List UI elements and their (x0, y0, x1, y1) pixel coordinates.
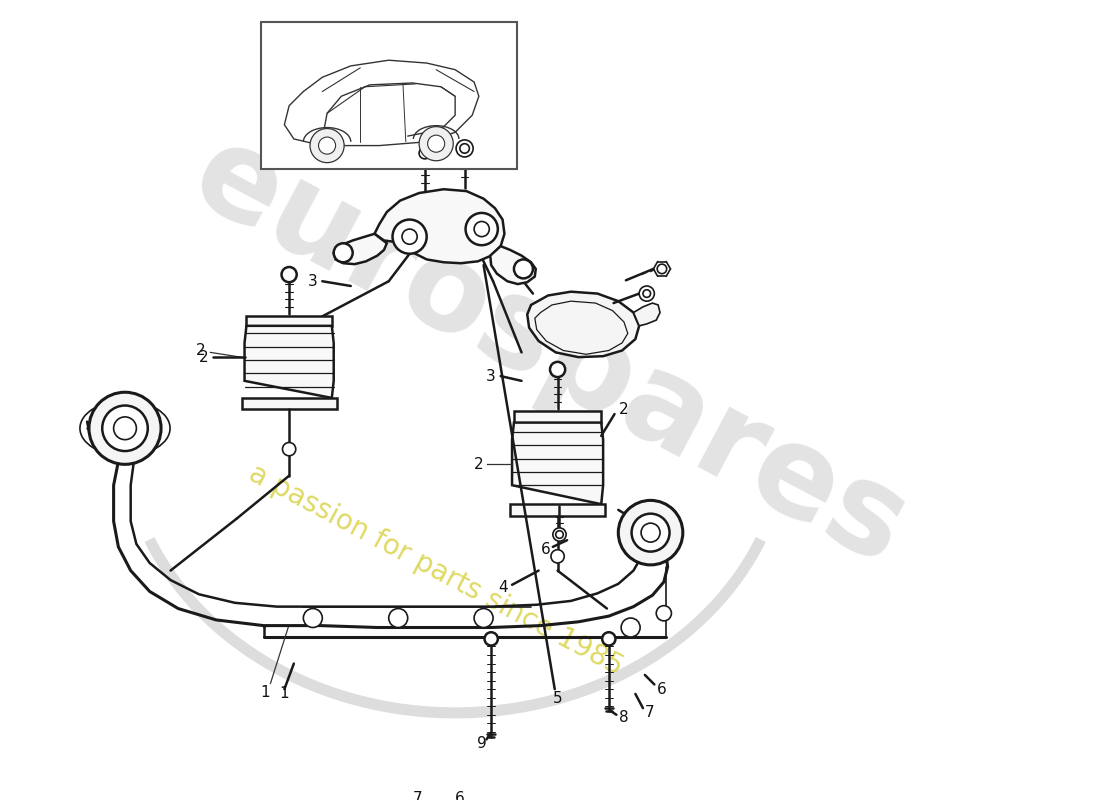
Circle shape (474, 222, 490, 237)
Text: 3: 3 (308, 274, 318, 289)
Text: 6: 6 (540, 542, 550, 558)
Text: 5: 5 (553, 691, 562, 706)
Circle shape (419, 147, 430, 159)
Circle shape (657, 606, 671, 621)
Circle shape (282, 267, 297, 282)
Circle shape (657, 264, 667, 274)
Circle shape (113, 417, 136, 440)
Circle shape (89, 392, 161, 464)
Circle shape (621, 618, 640, 637)
Circle shape (631, 514, 670, 552)
Polygon shape (333, 234, 387, 264)
Circle shape (393, 219, 427, 254)
Circle shape (484, 632, 498, 646)
Text: 7: 7 (645, 706, 654, 720)
Text: 1: 1 (279, 686, 289, 702)
Polygon shape (514, 411, 602, 422)
Polygon shape (535, 301, 628, 354)
Polygon shape (374, 190, 505, 263)
Circle shape (465, 213, 498, 245)
Circle shape (514, 259, 532, 278)
Text: 2: 2 (196, 343, 206, 358)
Text: 3: 3 (486, 369, 496, 384)
Circle shape (556, 530, 563, 538)
Circle shape (388, 609, 408, 627)
Circle shape (319, 137, 336, 154)
Circle shape (456, 140, 473, 157)
Polygon shape (527, 292, 639, 357)
Text: 4: 4 (498, 580, 507, 595)
Circle shape (474, 609, 493, 627)
Polygon shape (246, 316, 332, 326)
Text: 8: 8 (619, 710, 629, 725)
Polygon shape (513, 422, 603, 504)
Text: 1: 1 (261, 685, 271, 699)
Text: 7: 7 (412, 790, 422, 800)
Polygon shape (634, 303, 660, 326)
Text: 2: 2 (619, 402, 629, 417)
Text: 2: 2 (199, 350, 209, 365)
Circle shape (618, 500, 683, 565)
Circle shape (283, 442, 296, 456)
Circle shape (641, 523, 660, 542)
Bar (261, 22, 517, 170)
Polygon shape (510, 504, 605, 515)
Circle shape (428, 135, 444, 152)
Circle shape (310, 129, 344, 162)
Text: 9: 9 (476, 736, 486, 750)
Text: 6: 6 (657, 682, 667, 697)
Circle shape (304, 609, 322, 627)
Text: eurospares: eurospares (173, 114, 927, 591)
Circle shape (333, 243, 353, 262)
Circle shape (550, 362, 565, 377)
Text: 6: 6 (455, 790, 465, 800)
Polygon shape (242, 398, 337, 410)
Polygon shape (285, 60, 478, 146)
Circle shape (644, 290, 650, 298)
Polygon shape (244, 326, 333, 398)
Circle shape (402, 229, 417, 244)
Circle shape (553, 528, 566, 541)
Circle shape (460, 144, 470, 153)
Circle shape (602, 632, 616, 646)
Text: a passion for parts since 1985: a passion for parts since 1985 (244, 460, 628, 682)
Circle shape (639, 286, 654, 301)
Circle shape (551, 550, 564, 563)
Polygon shape (491, 246, 536, 284)
Text: 2: 2 (474, 457, 484, 472)
Circle shape (102, 406, 147, 451)
Circle shape (419, 126, 453, 161)
